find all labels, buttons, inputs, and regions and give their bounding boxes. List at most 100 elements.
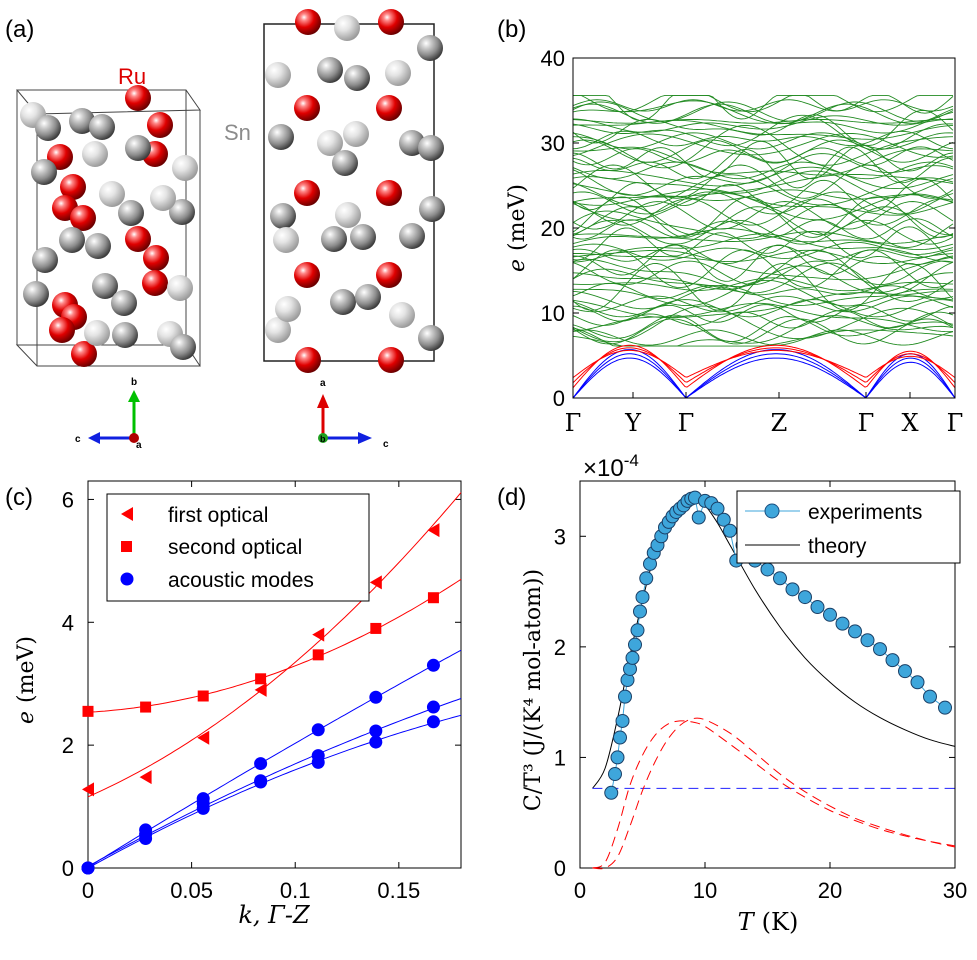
optical-band-line	[573, 146, 954, 189]
sn-atom	[332, 150, 358, 176]
ylabel-d: C/T³ (J/(K⁴ mol-atom))	[521, 569, 546, 811]
marker-acoustic	[369, 735, 383, 749]
low-optical-band-line	[573, 344, 955, 389]
marker-first-optical	[427, 523, 440, 538]
xtick-label-d: 10	[693, 878, 717, 903]
sn-atom	[265, 62, 291, 88]
xtick-label-c: 0	[82, 878, 94, 903]
experiment-marker	[630, 623, 645, 638]
ru-atom	[294, 180, 320, 206]
marker-second-optical	[255, 673, 267, 685]
marker-acoustic	[426, 658, 440, 672]
legend-marker-first-optical	[121, 507, 133, 521]
ru-atom	[49, 317, 75, 343]
optical-band-line	[573, 231, 954, 244]
experiment-marker	[860, 633, 875, 648]
optical-band-line	[573, 191, 954, 215]
optical-band-line	[573, 170, 954, 199]
legend-acoustic: acoustic modes	[168, 569, 314, 592]
kpoint-label: X	[901, 409, 918, 437]
sn-atom	[419, 196, 445, 222]
marker-second-optical	[197, 690, 209, 702]
sn-atom	[343, 121, 369, 147]
optical-band-line	[573, 124, 954, 169]
experiment-marker	[625, 650, 640, 665]
optical-band-line	[573, 302, 954, 333]
ylabel-c: e(meV)	[14, 636, 39, 724]
kpoint-label: Γ	[858, 409, 875, 437]
crystal-atoms-perspective	[20, 85, 198, 367]
xtick-label-d: 20	[818, 878, 842, 903]
experiment-marker	[613, 730, 627, 745]
kpoint-label: Γ	[678, 409, 695, 437]
ru-atom	[294, 95, 320, 121]
experiment-marker	[848, 624, 862, 639]
experiment-marker	[691, 510, 706, 525]
experiment-marker	[610, 750, 625, 765]
sn-atom	[85, 233, 111, 259]
marker-acoustic	[196, 801, 210, 815]
experiment-marker	[885, 653, 900, 668]
optical-band-line	[573, 119, 954, 140]
ytick-label-c: 4	[62, 610, 74, 635]
legend-d: experiments theory	[736, 490, 961, 564]
optical-band-line	[573, 109, 954, 146]
axis-ticks-d: 0 10 20 30 0 1 2 3	[554, 481, 967, 903]
optical-band-line	[573, 226, 954, 261]
optical-band-line	[573, 201, 954, 230]
ru-atom	[71, 341, 97, 367]
xlabel-d: T (K)	[738, 908, 799, 936]
marker-acoustic	[369, 690, 383, 704]
sn-atom	[172, 155, 198, 181]
legend-second-optical: second optical	[168, 536, 302, 559]
marker-first-optical	[139, 770, 152, 785]
axis-a-label-right: a	[320, 378, 326, 389]
optical-band-line	[573, 198, 954, 226]
ru-atom	[294, 262, 320, 288]
marker-acoustic	[426, 700, 440, 714]
sn-atom	[265, 317, 291, 343]
marker-second-optical	[370, 622, 382, 634]
experiment-marker	[628, 637, 642, 652]
ru-atom	[125, 85, 151, 111]
sn-atom	[167, 275, 193, 301]
optical-band-line	[573, 119, 954, 124]
optical-band-line	[573, 219, 954, 245]
sn-atom	[59, 227, 85, 253]
acoustic-band-line	[573, 353, 955, 398]
experiment-marker	[785, 582, 800, 597]
dashed-component-curve	[592, 720, 956, 869]
ru-atom	[376, 262, 402, 288]
plot-frame-d	[579, 480, 956, 869]
low-optical-band-line	[573, 349, 955, 378]
axis-b-label: b	[131, 377, 137, 388]
experiment-marker	[635, 590, 650, 605]
experiment-markers	[604, 490, 952, 800]
optical-band-line	[573, 140, 954, 180]
optical-band-line	[573, 260, 954, 286]
legend-marker-acoustic	[120, 572, 134, 586]
axis-c-label: c	[75, 434, 81, 445]
sn-atom	[89, 114, 115, 140]
experiment-marker	[618, 689, 632, 704]
optical-band-line	[573, 263, 954, 311]
experiment-marker	[639, 571, 654, 586]
panel-a: (a) Ru Sn b c a	[5, 9, 445, 451]
optical-band-line	[573, 146, 954, 176]
sn-atom	[344, 65, 370, 91]
xtick-label-c: 0.1	[280, 878, 311, 903]
sn-atom	[418, 135, 444, 161]
marker-first-optical	[254, 682, 267, 697]
ytick-label-b: 0	[553, 386, 565, 411]
marker-first-optical	[312, 627, 325, 642]
kpoint-label: Y	[624, 409, 642, 437]
optical-band-line	[573, 318, 954, 345]
ru-atom	[295, 9, 321, 35]
sn-atom	[389, 302, 415, 328]
experiment-marker	[633, 604, 647, 619]
axes-triad-right: a b c	[317, 378, 389, 450]
sn-atom	[268, 124, 294, 150]
sn-atom	[321, 226, 347, 252]
ru-atom	[376, 180, 402, 206]
